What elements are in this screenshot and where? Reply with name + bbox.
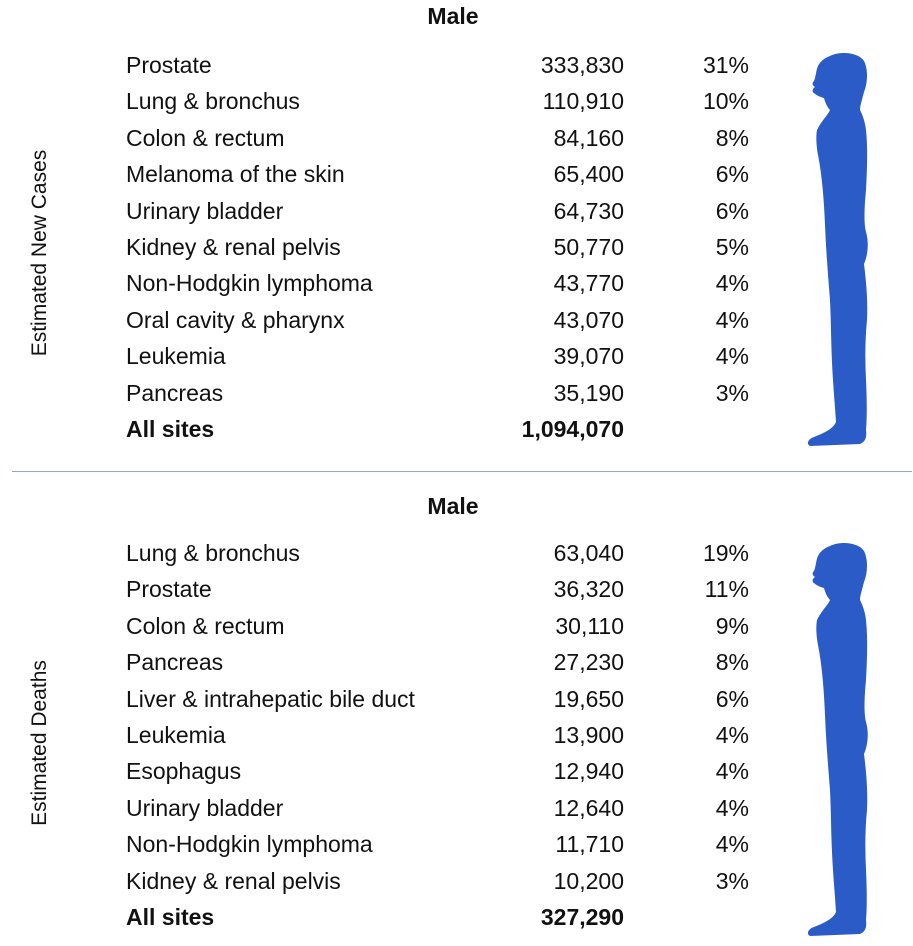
total-count: 327,290 bbox=[540, 903, 624, 930]
cancer-site: Esophagus bbox=[126, 758, 242, 785]
table-row: Lung & bronchus 110,910 10% bbox=[0, 83, 800, 119]
death-percent: 8% bbox=[715, 649, 749, 676]
cancer-site: Pancreas bbox=[126, 649, 224, 676]
table-row: Urinary bladder 12,640 4% bbox=[0, 790, 800, 826]
case-percent: 4% bbox=[715, 306, 749, 333]
death-count: 63,040 bbox=[553, 540, 624, 566]
total-label: All sites bbox=[126, 903, 215, 930]
table-row: Prostate 36,320 11% bbox=[0, 571, 800, 607]
death-percent: 4% bbox=[715, 831, 749, 858]
cancer-site: Leukemia bbox=[126, 343, 226, 370]
total-count: 1,094,070 bbox=[521, 415, 624, 442]
case-count: 35,190 bbox=[553, 379, 624, 406]
cancer-site: Kidney & renal pelvis bbox=[126, 233, 341, 260]
death-count: 19,650 bbox=[553, 685, 624, 712]
cancer-site: Leukemia bbox=[126, 721, 226, 748]
table-row: Colon & rectum 30,110 9% bbox=[0, 608, 800, 644]
cancer-site: Colon & rectum bbox=[126, 612, 285, 639]
cancer-site: Liver & intrahepatic bile duct bbox=[126, 685, 415, 712]
cancer-site: Urinary bladder bbox=[126, 794, 284, 821]
case-count: 84,160 bbox=[553, 124, 624, 151]
deaths-table: Lung & bronchus 63,040 19% Prostate 36,3… bbox=[0, 535, 800, 935]
case-count: 39,070 bbox=[553, 343, 624, 370]
death-count: 13,900 bbox=[553, 721, 624, 748]
case-percent: 10% bbox=[702, 88, 749, 115]
case-percent: 4% bbox=[715, 343, 749, 370]
cancer-site: Non-Hodgkin lymphoma bbox=[126, 831, 373, 858]
death-percent: 4% bbox=[715, 758, 749, 785]
death-count: 12,640 bbox=[553, 794, 624, 821]
new-cases-panel: Estimated New Cases Male Prostate 333,83… bbox=[0, 0, 913, 470]
section-divider bbox=[12, 471, 912, 472]
new-cases-title: Male bbox=[427, 3, 479, 29]
male-silhouette-icon bbox=[800, 50, 880, 450]
case-count: 333,830 bbox=[540, 52, 624, 78]
table-row: Pancreas 35,190 3% bbox=[0, 375, 800, 411]
death-percent: 4% bbox=[715, 721, 749, 748]
death-count: 36,320 bbox=[553, 576, 624, 603]
new-cases-table: Prostate 333,830 31% Lung & bronchus 110… bbox=[0, 47, 800, 447]
total-row: All sites 1,094,070 bbox=[0, 411, 800, 447]
case-count: 110,910 bbox=[542, 88, 624, 115]
case-percent: 4% bbox=[715, 270, 749, 297]
death-percent: 6% bbox=[715, 685, 749, 712]
death-percent: 4% bbox=[715, 794, 749, 821]
case-percent: 8% bbox=[715, 124, 749, 151]
table-row: Urinary bladder 64,730 6% bbox=[0, 193, 800, 229]
cancer-site: Lung & bronchus bbox=[126, 540, 300, 566]
table-row: Liver & intrahepatic bile duct 19,650 6% bbox=[0, 681, 800, 717]
cancer-site: Colon & rectum bbox=[126, 124, 285, 151]
cancer-site: Urinary bladder bbox=[126, 197, 284, 224]
table-row: Melanoma of the skin 65,400 6% bbox=[0, 156, 800, 192]
cancer-site: Lung & bronchus bbox=[126, 88, 300, 115]
deaths-panel: Estimated Deaths Male Lung & bronchus 63… bbox=[0, 478, 913, 946]
death-count: 30,110 bbox=[555, 612, 624, 639]
cancer-site: Prostate bbox=[126, 576, 212, 603]
table-row: Oral cavity & pharynx 43,070 4% bbox=[0, 302, 800, 338]
case-percent: 3% bbox=[715, 379, 749, 406]
death-percent: 19% bbox=[702, 540, 749, 566]
table-row: Pancreas 27,230 8% bbox=[0, 644, 800, 680]
cancer-site: Kidney & renal pelvis bbox=[126, 867, 341, 894]
table-row: Leukemia 13,900 4% bbox=[0, 717, 800, 753]
death-count: 10,200 bbox=[553, 867, 624, 894]
table-row: Prostate 333,830 31% bbox=[0, 47, 800, 83]
case-count: 43,770 bbox=[553, 270, 624, 297]
total-label: All sites bbox=[126, 415, 215, 442]
death-count: 12,940 bbox=[553, 758, 624, 785]
table-row: Non-Hodgkin lymphoma 43,770 4% bbox=[0, 265, 800, 301]
table-row: Lung & bronchus 63,040 19% bbox=[0, 535, 800, 571]
table-row: Non-Hodgkin lymphoma 11,710 4% bbox=[0, 826, 800, 862]
case-count: 43,070 bbox=[553, 306, 624, 333]
case-percent: 6% bbox=[715, 161, 749, 188]
death-percent: 9% bbox=[715, 612, 749, 639]
case-percent: 31% bbox=[702, 52, 749, 78]
cancer-site: Non-Hodgkin lymphoma bbox=[126, 270, 373, 297]
death-count: 11,710 bbox=[555, 831, 624, 858]
death-count: 27,230 bbox=[553, 649, 624, 676]
cancer-site: Oral cavity & pharynx bbox=[126, 306, 345, 333]
death-percent: 3% bbox=[715, 867, 749, 894]
deaths-title: Male bbox=[427, 493, 479, 519]
case-percent: 6% bbox=[715, 197, 749, 224]
cancer-site: Prostate bbox=[126, 52, 212, 78]
case-count: 50,770 bbox=[553, 233, 624, 260]
table-row: Leukemia 39,070 4% bbox=[0, 338, 800, 374]
table-row: Kidney & renal pelvis 10,200 3% bbox=[0, 863, 800, 899]
death-percent: 11% bbox=[704, 576, 749, 603]
table-row: Colon & rectum 84,160 8% bbox=[0, 120, 800, 156]
case-percent: 5% bbox=[715, 233, 749, 260]
table-row: Esophagus 12,940 4% bbox=[0, 753, 800, 789]
total-row: All sites 327,290 bbox=[0, 899, 800, 935]
cancer-site: Melanoma of the skin bbox=[126, 161, 345, 188]
case-count: 65,400 bbox=[553, 161, 624, 188]
male-silhouette-icon bbox=[800, 540, 880, 940]
cancer-site: Pancreas bbox=[126, 379, 224, 406]
table-row: Kidney & renal pelvis 50,770 5% bbox=[0, 229, 800, 265]
case-count: 64,730 bbox=[553, 197, 624, 224]
